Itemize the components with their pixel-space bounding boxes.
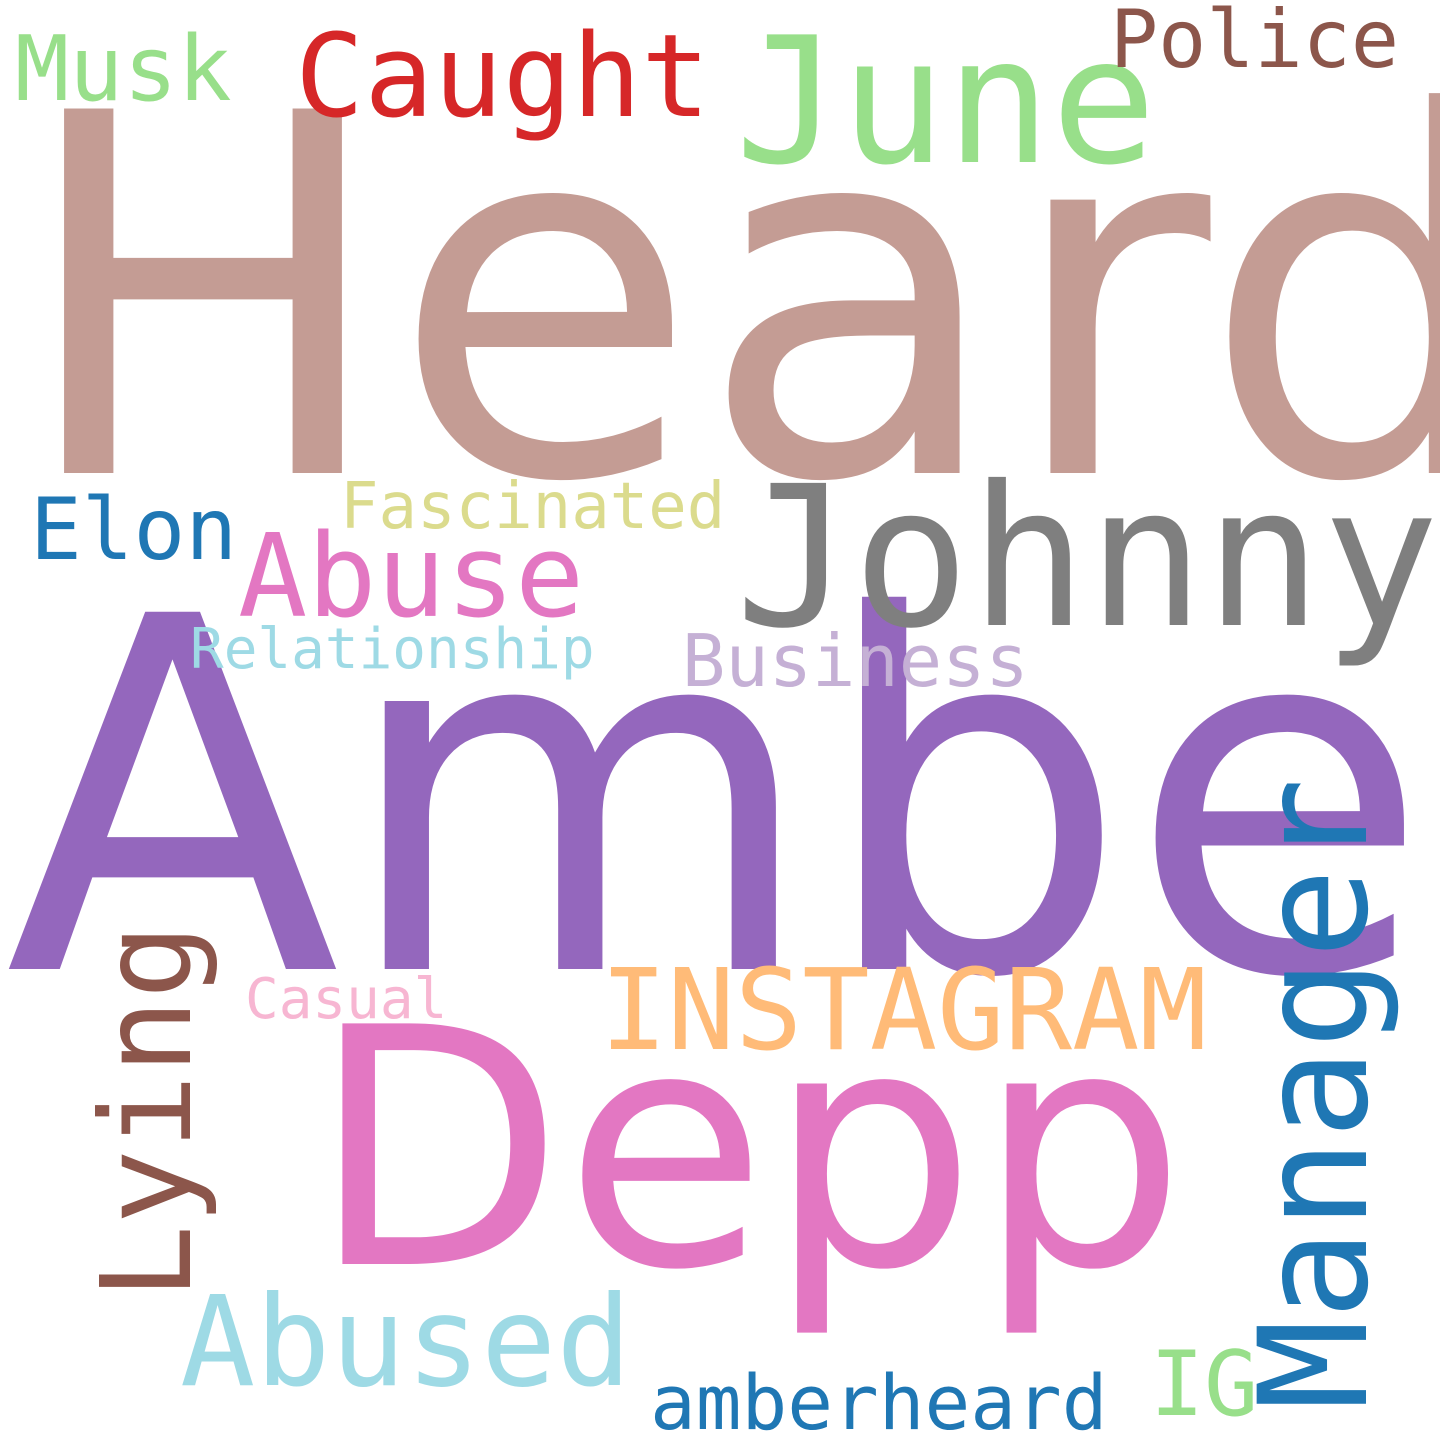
word-lying: Lying (75, 923, 220, 1300)
word-johnny: Johnny (735, 444, 1440, 671)
word-musk: Musk (15, 17, 232, 122)
word-heard: Heard (15, 9, 1440, 591)
word-instagram: INSTAGRAM (600, 946, 1207, 1076)
word-casual: Casual (245, 967, 448, 1032)
word-depp: Depp (310, 958, 1187, 1342)
word-elon: Elon (30, 480, 238, 580)
word-amber: Amber (5, 514, 1440, 1085)
word-manager: Manager (1228, 777, 1402, 1410)
word-fascinated: Fascinated (340, 470, 726, 544)
word-business: Business (682, 619, 1029, 703)
word-police: Police (1110, 0, 1399, 86)
word-abused: Abused (180, 1270, 632, 1415)
word-june: June (735, 1, 1157, 204)
word-abuse: Abuse (238, 510, 585, 644)
word-ig: IG (1150, 1332, 1259, 1437)
word-amberheard: amberheard (650, 1358, 1108, 1440)
word-relationship: Relationship (190, 617, 595, 682)
word-caught: Caught (295, 10, 711, 144)
